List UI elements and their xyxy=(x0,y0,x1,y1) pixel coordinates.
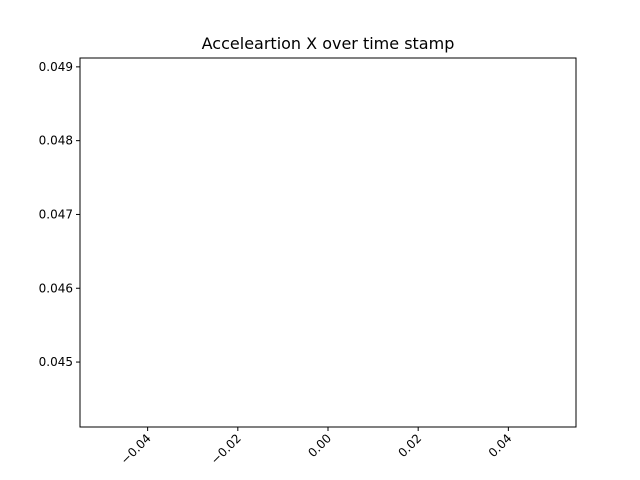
chart-title: Acceleartion X over time stamp xyxy=(202,34,455,53)
y-tick-label: 0.046 xyxy=(39,281,73,295)
y-tick-label: 0.049 xyxy=(39,60,73,74)
plot-frame xyxy=(79,57,577,428)
y-tick-label: 0.045 xyxy=(39,355,73,369)
y-axis-ticks: 0.045 0.046 0.047 0.048 0.049 xyxy=(39,60,80,369)
y-tick-label: 0.048 xyxy=(39,134,73,148)
y-tick-label: 0.047 xyxy=(39,207,73,221)
